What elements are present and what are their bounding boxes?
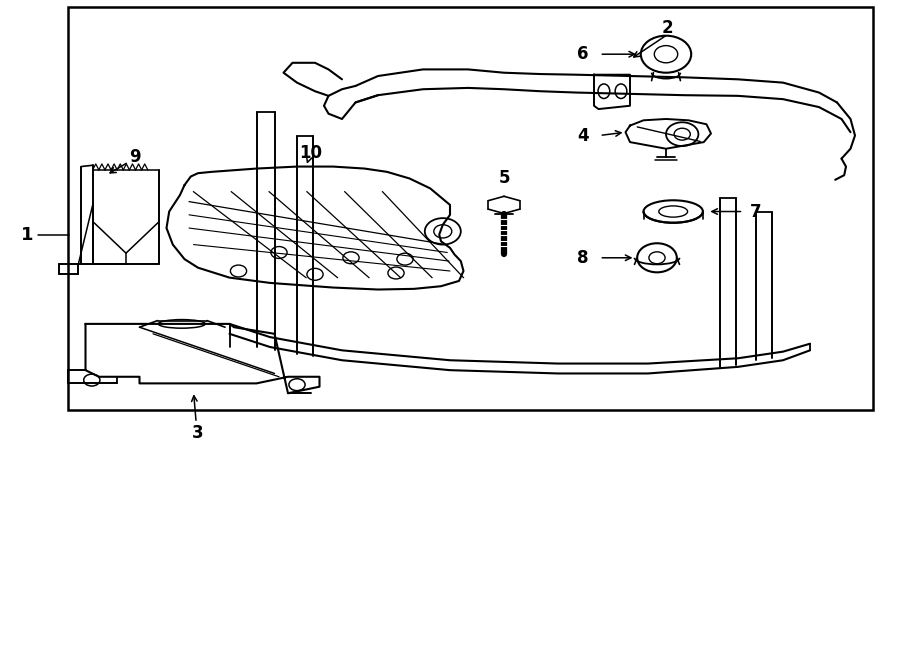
Text: 8: 8 — [578, 249, 589, 267]
Text: 5: 5 — [499, 169, 509, 188]
Text: 3: 3 — [193, 424, 203, 442]
Text: 4: 4 — [578, 126, 589, 145]
Text: 6: 6 — [578, 45, 589, 63]
Text: 2: 2 — [662, 19, 673, 38]
Bar — [68, 7, 873, 410]
Text: 9: 9 — [130, 148, 140, 167]
Text: 10: 10 — [299, 144, 322, 163]
Text: 1: 1 — [21, 225, 33, 244]
Text: 7: 7 — [751, 202, 761, 221]
